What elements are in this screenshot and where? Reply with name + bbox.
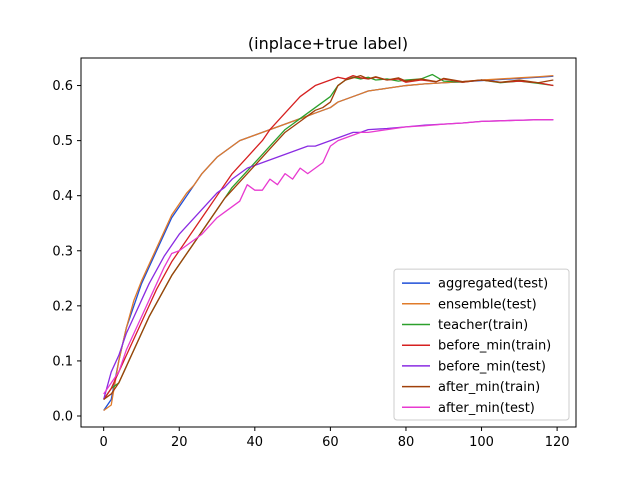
series-layer [103, 73, 554, 412]
legend-label: after_min(train) [438, 380, 540, 395]
series-line-after-min-test- [103, 119, 554, 395]
series-line-before-min-train- [103, 74, 554, 400]
legend-label: aggregated(test) [438, 277, 548, 292]
x-tick-label: 60 [322, 435, 339, 450]
x-tick-label: 100 [469, 435, 494, 450]
x-tick-label: 120 [545, 435, 570, 450]
x-tick-label: 0 [100, 435, 108, 450]
plot-area-frame [80, 57, 577, 428]
x-tick-label: 20 [171, 435, 188, 450]
chart-title: (inplace+true label) [248, 34, 408, 53]
x-tick-label: 40 [247, 435, 264, 450]
y-tick-label: 0.0 [52, 409, 73, 424]
legend-label: ensemble(test) [438, 297, 537, 312]
legend: aggregated(test) ensemble(test) teacher(tr… [393, 268, 570, 421]
legend-label: before_min(train) [438, 339, 551, 354]
y-tick-label: 0.1 [52, 354, 73, 369]
y-tick-label: 0.3 [52, 244, 73, 259]
x-tick-label: 80 [398, 435, 415, 450]
y-tick-label: 0.4 [52, 189, 73, 204]
legend-label: before_min(test) [438, 359, 546, 374]
legend-box [393, 268, 570, 421]
series-line-after-min-train- [103, 74, 554, 400]
legend-label: after_min(test) [438, 401, 535, 416]
series-line-ensemble-test- [103, 74, 554, 412]
y-tick-label: 0.2 [52, 299, 73, 314]
axis-layer: 0 20 40 60 80 100 120 0.0 0.1 0.2 0.3 0.4 0.5 0.6 [52, 79, 569, 450]
y-tick-label: 0.5 [52, 134, 73, 149]
y-tick-label: 0.6 [52, 79, 73, 94]
legend-label: teacher(train) [438, 318, 528, 333]
